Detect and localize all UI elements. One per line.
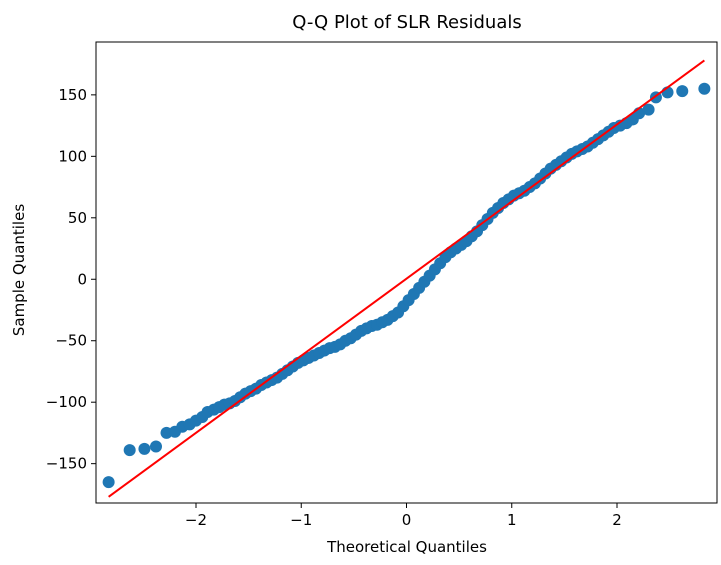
x-axis-label: Theoretical Quantiles: [326, 538, 487, 556]
data-point: [698, 82, 711, 95]
plot-area: [102, 59, 711, 498]
data-point: [123, 444, 136, 457]
axis-ticks: −2 −1 0 1 2 −150 −100 −50 0 50 100 150: [46, 86, 622, 529]
plot-frame: [95, 41, 718, 504]
x-tick-label: −1: [290, 511, 312, 529]
chart-title: Q-Q Plot of SLR Residuals: [292, 12, 522, 33]
y-tick-label: −150: [46, 455, 87, 473]
x-tick-label: −2: [185, 511, 207, 529]
reference-line: [108, 59, 705, 498]
y-axis-label: Sample Quantiles: [10, 204, 28, 336]
y-tick-label: 50: [68, 209, 87, 227]
y-tick-label: 150: [58, 86, 87, 104]
y-tick-label: −100: [46, 393, 87, 411]
y-tick-label: 100: [58, 147, 87, 165]
data-point: [138, 442, 151, 455]
data-point: [149, 440, 162, 453]
y-tick-label: −50: [55, 332, 87, 350]
x-tick-label: 0: [402, 511, 412, 529]
x-tick-label: 1: [507, 511, 517, 529]
data-point: [676, 85, 689, 98]
x-tick-label: 2: [612, 511, 622, 529]
y-tick-label: 0: [77, 270, 87, 288]
data-point: [102, 476, 115, 489]
data-point: [642, 103, 655, 116]
